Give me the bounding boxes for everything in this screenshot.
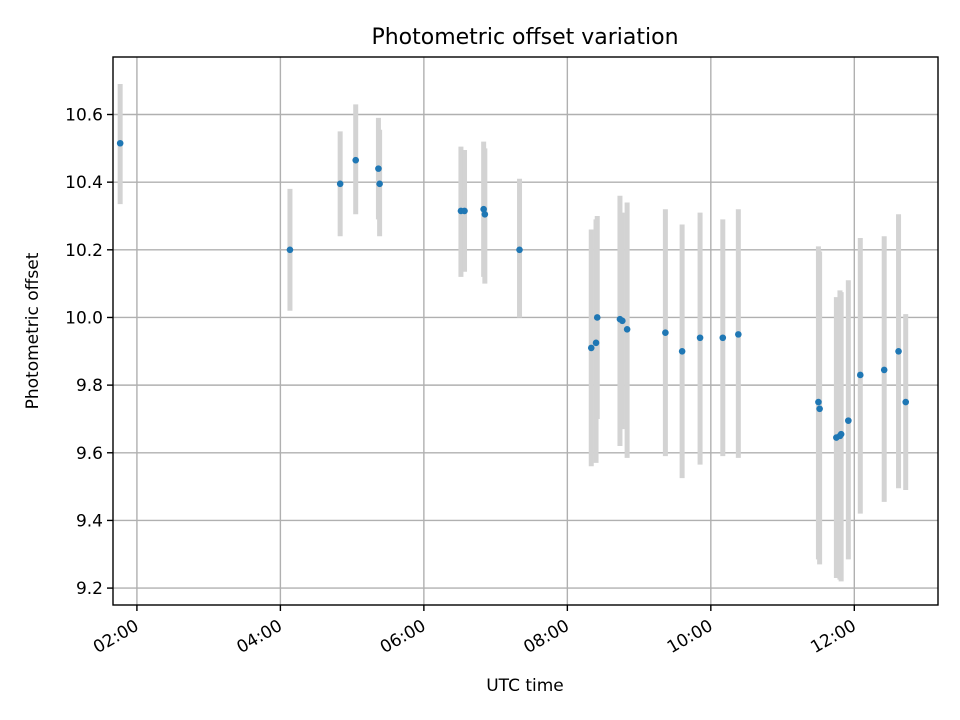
data-point (880, 366, 888, 374)
grid (113, 57, 938, 605)
data-point (461, 207, 468, 215)
data-point (815, 398, 822, 406)
data-point (376, 180, 383, 188)
x-tick-label: 12:00 (807, 616, 859, 658)
chart-title: Photometric offset variation (371, 25, 678, 50)
data-point (837, 430, 845, 438)
y-tick-label: 9.2 (76, 579, 103, 599)
data-point (516, 246, 523, 254)
x-axis-label: UTC time (486, 676, 564, 696)
data-point (352, 156, 360, 164)
x-tick-label: 06:00 (377, 616, 429, 658)
y-axis-label: Photometric offset (23, 252, 43, 409)
data-point (856, 371, 864, 379)
data-point (480, 205, 487, 213)
data-point (623, 326, 631, 333)
data-point (816, 405, 823, 413)
data-point (895, 347, 902, 355)
x-tick-label: 10:00 (664, 616, 716, 658)
data-point (662, 329, 669, 336)
data-point (845, 417, 852, 424)
y-tick-label: 9.6 (76, 444, 103, 464)
data-point (592, 339, 600, 347)
data-point (375, 165, 382, 172)
y-tick-label: 10.6 (65, 106, 103, 126)
data-point (593, 314, 601, 321)
x-tick-label: 02:00 (90, 616, 142, 658)
data-point (116, 139, 124, 147)
data-point (696, 334, 704, 342)
y-tick-label: 10.0 (65, 308, 103, 328)
data-point (481, 210, 489, 218)
data-point (678, 347, 686, 355)
y-tick-label: 9.8 (76, 376, 103, 396)
x-tick-label: 04:00 (233, 616, 285, 658)
data-points (116, 139, 910, 441)
y-tick-label: 9.4 (76, 511, 103, 531)
x-tick-label: 08:00 (520, 616, 572, 658)
data-point (719, 334, 727, 342)
data-point (286, 246, 294, 254)
y-tick-label: 10.4 (65, 173, 103, 193)
data-point (336, 180, 344, 188)
data-point (735, 331, 742, 338)
data-point (587, 344, 595, 352)
y-tick-label: 10.2 (65, 241, 103, 261)
error-bars (117, 84, 909, 582)
data-point (902, 398, 910, 406)
plot-frame (112, 56, 939, 606)
data-point (619, 317, 626, 325)
